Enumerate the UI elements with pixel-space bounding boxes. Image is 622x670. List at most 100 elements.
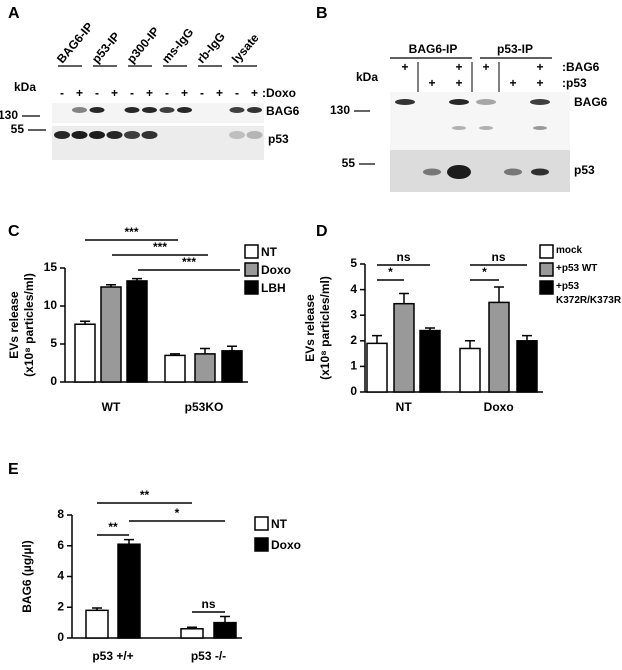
mw-marker: 55 xyxy=(11,122,25,136)
legend-label: LBH xyxy=(261,281,286,295)
legend-label-box: +p53 K372R/K373R xyxy=(556,281,621,306)
significance-label: *** xyxy=(153,240,167,254)
blot-strip xyxy=(52,103,264,123)
legend-label: Doxo xyxy=(271,538,301,552)
significance-label: ns xyxy=(201,597,215,611)
blot-band xyxy=(142,107,157,113)
lane-sign: + xyxy=(181,86,188,100)
y-axis-label: EVs release xyxy=(303,294,317,362)
error-bar xyxy=(399,292,409,304)
y-axis-label: (x10⁸ particles/ml) xyxy=(318,276,332,380)
bar xyxy=(117,543,141,639)
bar xyxy=(213,621,237,639)
bar xyxy=(366,342,388,393)
blot-band xyxy=(71,131,88,139)
significance-label: * xyxy=(175,506,180,520)
lane-sign: + xyxy=(251,86,258,100)
error-bar xyxy=(80,320,90,325)
blot-band xyxy=(423,168,441,176)
column-header: p53-IP xyxy=(89,29,123,66)
legend-label-box: NT xyxy=(261,245,277,259)
mw-marker: 55 xyxy=(342,156,356,170)
error-bar xyxy=(200,347,210,354)
legend-swatch xyxy=(539,262,554,277)
blot-band xyxy=(447,165,471,179)
blot-band xyxy=(449,99,469,105)
bar xyxy=(180,628,204,639)
column-header: BAG6-IP xyxy=(54,20,96,66)
lane-sign: + xyxy=(146,86,153,100)
band-label: p53 xyxy=(574,163,595,177)
legend-swatch xyxy=(244,280,259,295)
lane-sign: + xyxy=(455,76,462,90)
bar xyxy=(100,286,122,383)
blot-band xyxy=(452,126,466,130)
lane-sign: - xyxy=(95,86,99,100)
blot-band xyxy=(72,107,87,113)
y-tick-label: 5 xyxy=(50,336,57,350)
legend-label: NT xyxy=(271,517,287,531)
blot-band xyxy=(476,99,496,105)
legend-label-box: Doxo xyxy=(261,263,291,277)
panel-label: B xyxy=(316,5,328,22)
blot-band xyxy=(89,131,105,139)
bar xyxy=(74,323,96,383)
column-header: BAG6-IP xyxy=(409,42,458,56)
blot-strip xyxy=(52,126,264,160)
x-tick-label: p53 +/+ xyxy=(92,649,133,663)
error-bar xyxy=(227,345,237,351)
blot-band xyxy=(159,107,175,113)
blot-band xyxy=(141,131,158,139)
bar xyxy=(459,347,481,393)
y-tick-label: 2 xyxy=(350,333,357,347)
legend-label-box: mock xyxy=(556,245,583,256)
column-header: p300-IP xyxy=(124,24,162,66)
blot-band xyxy=(177,107,192,113)
lane-sign: - xyxy=(235,86,239,100)
lane-sign: + xyxy=(509,76,516,90)
error-bar xyxy=(220,615,230,623)
bar xyxy=(126,280,148,383)
x-tick-label: p53 -/- xyxy=(191,649,226,663)
lane-sign: + xyxy=(536,76,543,90)
blot-band xyxy=(531,168,549,176)
y-tick-label: 3 xyxy=(350,307,357,321)
y-tick-label: 4 xyxy=(57,569,64,583)
bar xyxy=(516,340,538,393)
legend-swatch xyxy=(539,244,554,259)
error-bar xyxy=(372,334,382,344)
legend-label-box: NT xyxy=(271,517,287,531)
y-tick-label: 6 xyxy=(57,538,64,552)
lane-sign: + xyxy=(482,60,489,74)
y-tick-label: 15 xyxy=(44,260,58,274)
error-bar xyxy=(106,283,116,287)
bar xyxy=(419,329,441,393)
significance-label: ** xyxy=(140,488,150,502)
legend-swatch xyxy=(254,516,269,531)
mw-marker: 130 xyxy=(330,103,350,117)
lane-sign: + xyxy=(455,60,462,74)
error-bar xyxy=(124,538,134,545)
column-header: p53-IP xyxy=(497,42,533,56)
legend-label: mock xyxy=(556,245,583,256)
blot-band xyxy=(106,131,123,139)
blot-band xyxy=(124,131,140,139)
y-tick-label: 10 xyxy=(44,298,58,312)
y-axis-label: BAG6 (µg/µl) xyxy=(20,540,34,613)
y-tick-label: 0 xyxy=(350,384,357,398)
blot-band xyxy=(246,131,263,139)
lane-sign: + xyxy=(216,86,223,100)
bar xyxy=(194,353,216,383)
x-tick-label: WT xyxy=(102,400,121,414)
significance-label: * xyxy=(388,265,393,279)
y-tick-label: 4 xyxy=(350,282,357,296)
significance-label: ** xyxy=(108,520,118,534)
legend-label: Doxo xyxy=(261,263,291,277)
error-bar xyxy=(522,334,532,341)
blot-band xyxy=(479,126,493,130)
panel-label: C xyxy=(8,223,20,240)
lane-sign: + xyxy=(111,86,118,100)
bar xyxy=(164,354,186,383)
panel-label: D xyxy=(316,223,328,240)
